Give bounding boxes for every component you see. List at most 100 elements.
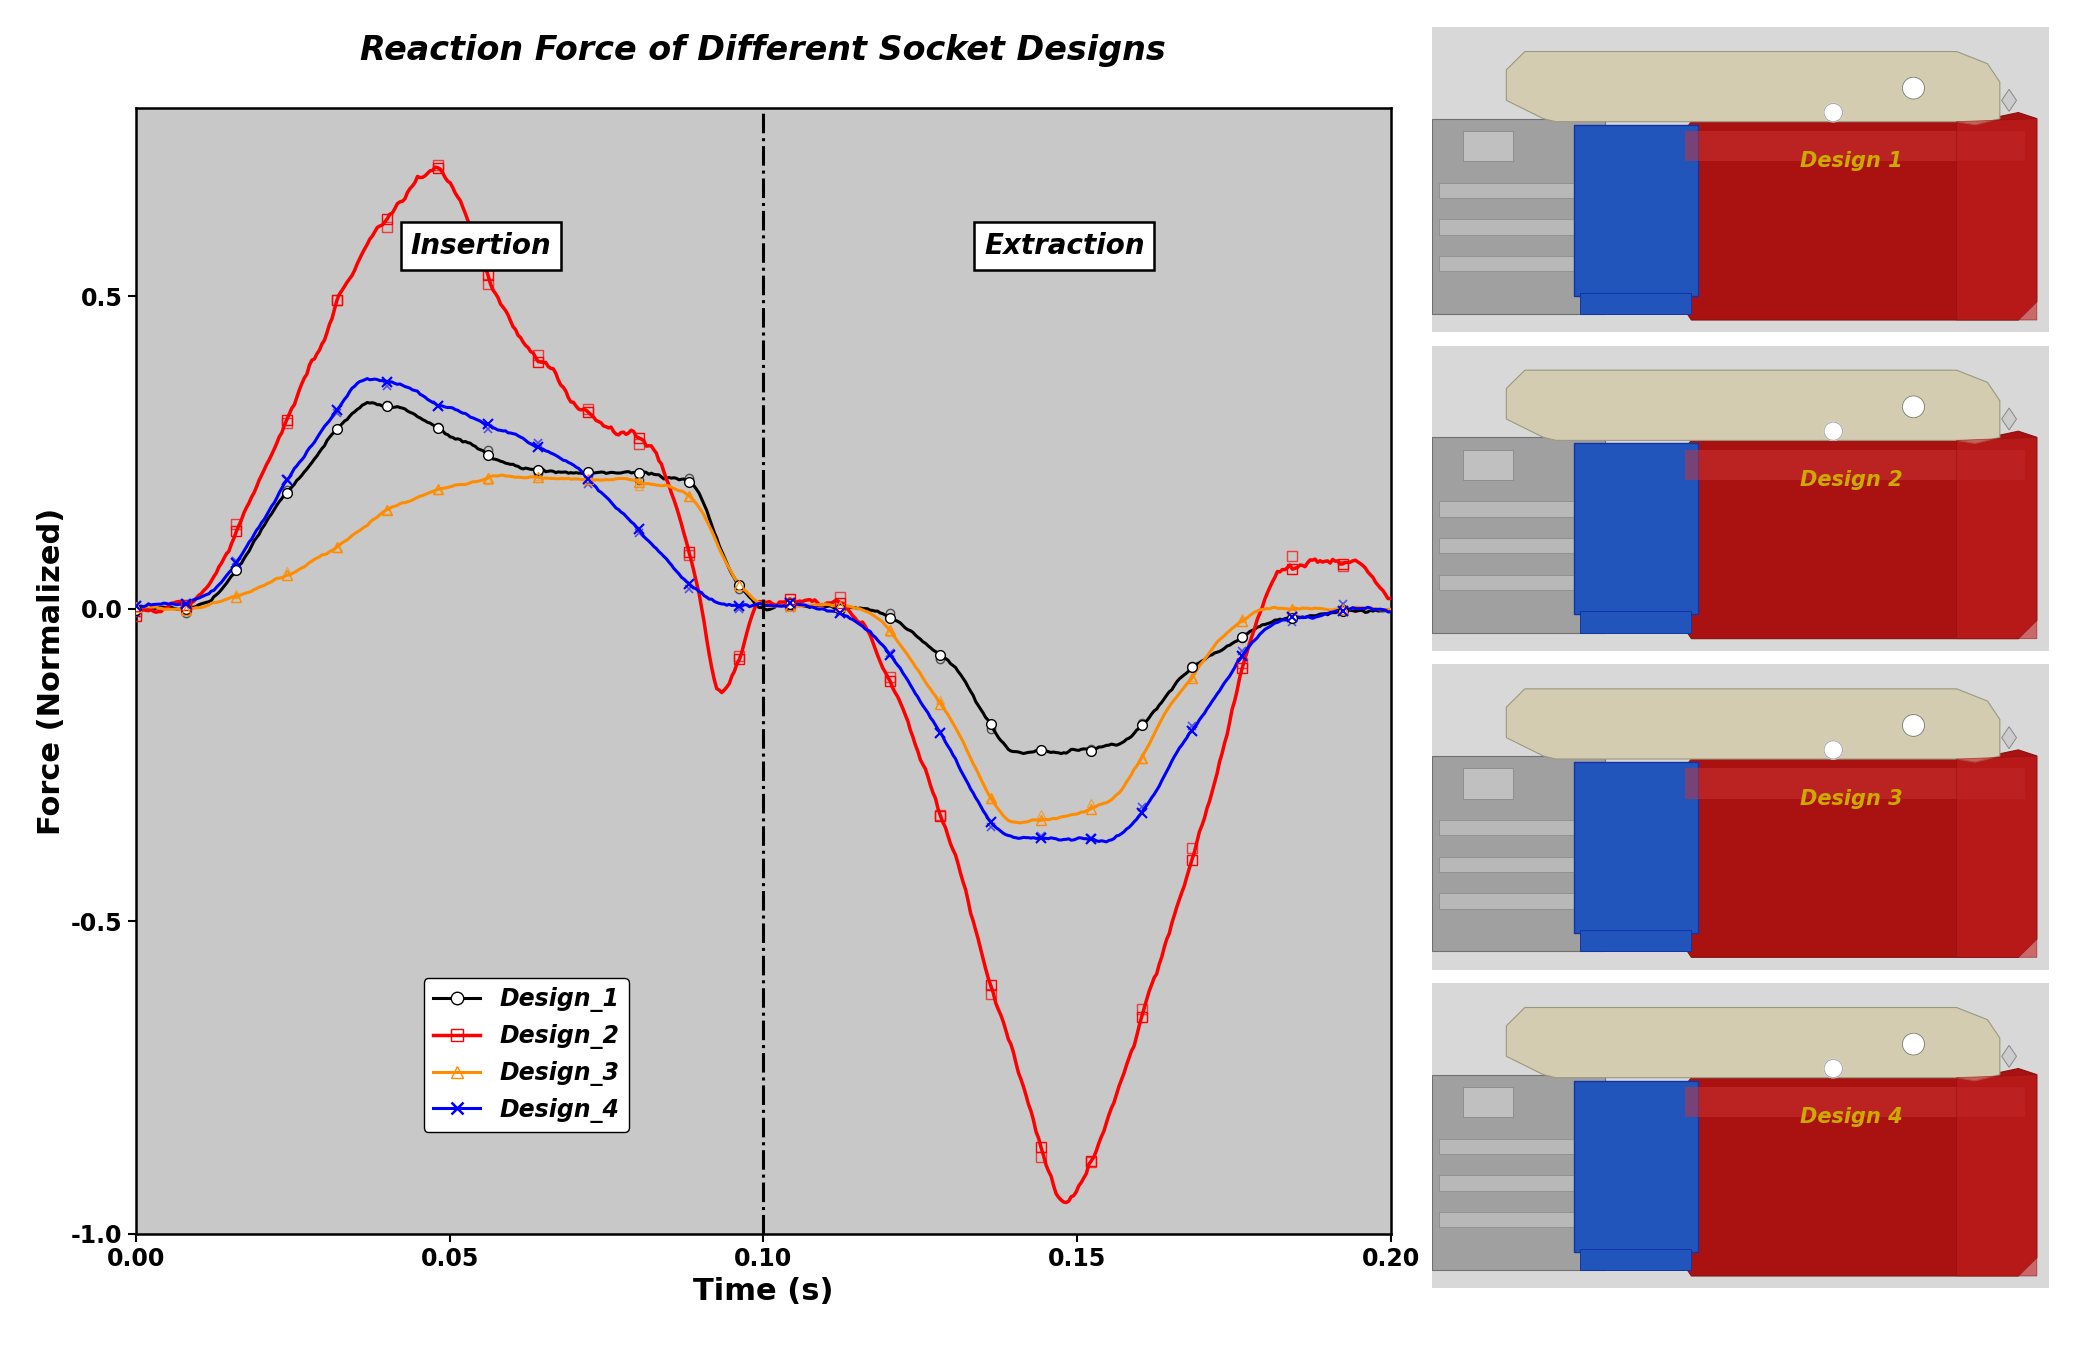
Design_3: [805, 597, 830, 613]
Design_1: [1353, 605, 1378, 621]
Design_1: [1378, 603, 1403, 620]
Design_4: [1156, 758, 1181, 774]
Bar: [1464, 450, 1512, 480]
Circle shape: [1903, 715, 1924, 736]
Design_4: [123, 598, 148, 614]
Bar: [1439, 575, 1587, 590]
Bar: [1439, 256, 1587, 271]
Design_4: [1378, 603, 1403, 620]
Polygon shape: [1506, 1008, 1999, 1081]
Circle shape: [1903, 77, 1924, 99]
Bar: [1439, 857, 1587, 872]
Bar: [1581, 1249, 1692, 1269]
Design_1: [872, 606, 897, 622]
Circle shape: [1903, 396, 1924, 418]
Line: Design_4: Design_4: [136, 378, 1391, 842]
Bar: [1432, 1074, 1606, 1269]
Design_3: [872, 617, 897, 633]
Line: Design_1: Design_1: [136, 403, 1391, 754]
Design_3: [1008, 815, 1033, 831]
Bar: [1432, 757, 1606, 952]
Bar: [1464, 132, 1512, 161]
Bar: [1439, 1176, 1587, 1191]
Bar: [1685, 450, 2024, 480]
Bar: [1685, 1088, 2024, 1117]
Bar: [1575, 762, 1698, 933]
Design_3: [123, 599, 148, 616]
Design_2: [721, 663, 746, 679]
Polygon shape: [1957, 437, 2037, 639]
Design_4: [872, 640, 897, 656]
Design_3: [1353, 599, 1378, 616]
Text: Design 4: Design 4: [1800, 1108, 1903, 1127]
Design_2: [1378, 590, 1403, 606]
Bar: [1439, 1139, 1587, 1154]
Bar: [1581, 612, 1692, 632]
Bar: [1575, 1081, 1698, 1252]
Circle shape: [1823, 1059, 1842, 1078]
Design_1: [355, 395, 381, 411]
Bar: [1439, 820, 1587, 835]
Design_1: [1048, 746, 1073, 762]
Design_3: [1156, 698, 1181, 715]
Design_2: [1156, 925, 1181, 941]
Design_4: [355, 370, 381, 386]
Legend: Design_1, Design_2, Design_3, Design_4: Design_1, Design_2, Design_3, Design_4: [424, 978, 629, 1132]
Design_2: [872, 664, 897, 681]
Bar: [1464, 1088, 1512, 1117]
Text: Design 2: Design 2: [1800, 471, 1903, 490]
Bar: [1439, 183, 1587, 198]
Y-axis label: Force (Normalized): Force (Normalized): [36, 507, 65, 835]
Circle shape: [1823, 422, 1842, 441]
Text: Design 1: Design 1: [1800, 152, 1903, 171]
Bar: [1439, 502, 1587, 517]
Polygon shape: [2001, 89, 2016, 111]
Bar: [1439, 1212, 1587, 1227]
Circle shape: [1823, 103, 1842, 122]
Text: Reaction Force of Different Socket Designs: Reaction Force of Different Socket Desig…: [360, 34, 1167, 66]
Polygon shape: [1957, 119, 2037, 320]
Line: Design_2: Design_2: [136, 167, 1391, 1203]
Bar: [1685, 767, 2024, 799]
Design_2: [805, 594, 830, 610]
Design_2: [1353, 560, 1378, 576]
Text: Insertion: Insertion: [410, 232, 552, 260]
Bar: [1439, 220, 1587, 235]
Polygon shape: [1506, 689, 1999, 762]
Bar: [1685, 132, 2024, 161]
Design_1: [721, 570, 746, 586]
Design_4: [721, 597, 746, 613]
Bar: [1439, 538, 1587, 553]
Polygon shape: [1679, 750, 2037, 957]
Circle shape: [1823, 740, 1842, 759]
Polygon shape: [2001, 727, 2016, 749]
X-axis label: Time (s): Time (s): [692, 1277, 834, 1306]
Polygon shape: [1679, 1069, 2037, 1276]
Design_3: [491, 466, 516, 483]
Design_1: [730, 580, 755, 597]
Bar: [1581, 930, 1692, 952]
Polygon shape: [1957, 757, 2037, 957]
Polygon shape: [1679, 113, 2037, 320]
Bar: [1464, 767, 1512, 799]
Design_3: [1378, 601, 1403, 617]
Bar: [1439, 894, 1587, 909]
Polygon shape: [1957, 1074, 2037, 1276]
Circle shape: [1903, 1033, 1924, 1055]
Design_4: [1094, 834, 1119, 850]
Design_1: [805, 597, 830, 613]
Text: Extraction: Extraction: [985, 232, 1144, 260]
Design_4: [730, 598, 755, 614]
Design_4: [805, 601, 830, 617]
Bar: [1581, 293, 1692, 315]
Bar: [1575, 443, 1698, 614]
Design_2: [730, 644, 755, 660]
Design_2: [422, 159, 447, 175]
Design_3: [730, 579, 755, 595]
Text: Design 3: Design 3: [1800, 789, 1903, 808]
Polygon shape: [1679, 431, 2037, 639]
Design_2: [123, 607, 148, 624]
Bar: [1432, 119, 1606, 315]
Design_3: [721, 570, 746, 586]
Polygon shape: [1506, 52, 1999, 125]
